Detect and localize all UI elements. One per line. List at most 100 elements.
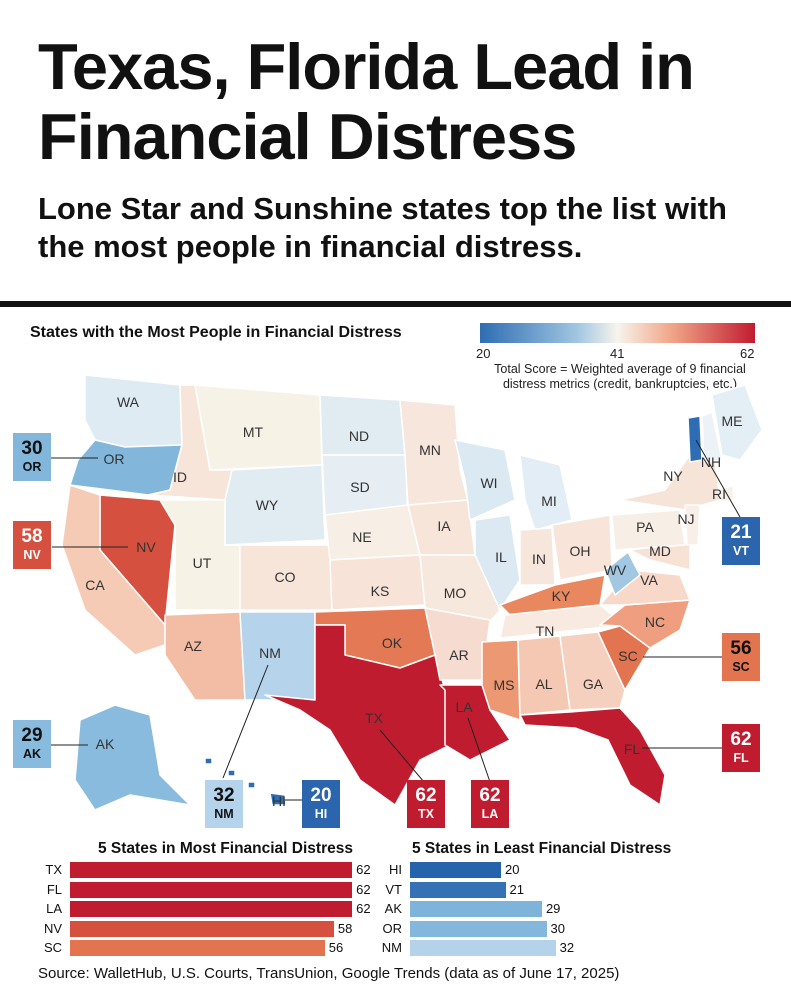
label-IL: IL bbox=[495, 549, 507, 565]
bar-category-label: AK bbox=[384, 901, 402, 916]
callout-AK-state: AK bbox=[22, 747, 42, 761]
callout-HI-score: 20 bbox=[310, 785, 332, 806]
bar-row: OR 30 bbox=[374, 920, 714, 937]
label-HI: HI bbox=[272, 793, 286, 809]
label-UT: UT bbox=[193, 555, 212, 571]
callout-HI: 20 HI bbox=[302, 780, 340, 828]
callout-TX-score: 62 bbox=[415, 785, 437, 806]
label-MN: MN bbox=[419, 442, 441, 458]
bar-value-label: 32 bbox=[559, 940, 575, 955]
label-WV: WV bbox=[604, 562, 627, 578]
label-ID: ID bbox=[173, 469, 187, 485]
bar-category-label: NM bbox=[381, 940, 402, 955]
label-IA: IA bbox=[437, 518, 451, 534]
bar-category-label: OR bbox=[382, 920, 403, 936]
legend-max-label: 62 bbox=[740, 346, 755, 361]
label-FL: FL bbox=[624, 741, 641, 757]
state-KY bbox=[499, 574, 606, 616]
leader-LA bbox=[467, 717, 491, 783]
label-AK: AK bbox=[96, 736, 115, 752]
bar-category-label: VT bbox=[385, 881, 402, 897]
legend-color-scale bbox=[480, 323, 755, 343]
bar bbox=[70, 940, 325, 956]
state-HI-small-2 bbox=[227, 769, 236, 777]
label-LA: LA bbox=[455, 699, 473, 715]
label-MI: MI bbox=[541, 493, 557, 509]
callout-VT: 21 VT bbox=[722, 517, 760, 565]
most-distress-bars-title: 5 States in Most Financial Distress bbox=[98, 840, 353, 857]
label-WI: WI bbox=[480, 475, 497, 491]
us-choropleth-map: WA OR ID MT ND MN SD WY NV UT CA CO NE K… bbox=[50, 374, 763, 811]
bar-category-label: NV bbox=[43, 920, 62, 936]
bar bbox=[410, 862, 501, 878]
bar bbox=[410, 920, 547, 937]
state-AZ bbox=[164, 611, 246, 701]
bar-row: FL 62 bbox=[34, 881, 374, 898]
state-NH bbox=[701, 411, 723, 463]
callout-VT-score: 21 bbox=[730, 522, 752, 543]
callout-OR: 30 OR bbox=[13, 433, 51, 481]
bar bbox=[410, 881, 506, 898]
state-WY bbox=[224, 464, 326, 546]
bar bbox=[70, 920, 334, 937]
least-distress-bars-title: 5 States in Least Financial Distress bbox=[412, 840, 672, 857]
label-OK: OK bbox=[382, 635, 403, 651]
label-NY: NY bbox=[663, 468, 683, 484]
label-VA: VA bbox=[640, 572, 658, 588]
bar-row: SC 56 bbox=[34, 940, 374, 956]
bar-row: VT 21 bbox=[374, 881, 714, 898]
state-IL bbox=[474, 514, 521, 611]
label-WY: WY bbox=[256, 497, 279, 513]
source-note: Source: WalletHub, U.S. Courts, TransUni… bbox=[38, 965, 620, 982]
label-MO: MO bbox=[444, 585, 467, 601]
leader-TX bbox=[379, 729, 425, 783]
bar-value-label: 20 bbox=[505, 862, 520, 877]
label-NC: NC bbox=[645, 614, 665, 630]
label-PA: PA bbox=[636, 519, 654, 535]
callout-NV-state: NV bbox=[23, 548, 41, 562]
callout-NV-score: 58 bbox=[21, 526, 43, 547]
leader-NM bbox=[222, 664, 269, 779]
label-AL: AL bbox=[535, 676, 552, 692]
label-OH: OH bbox=[570, 543, 591, 559]
leader-VT bbox=[695, 439, 741, 518]
bar-value-label: 21 bbox=[509, 881, 525, 897]
state-WV bbox=[604, 551, 641, 596]
label-KS: KS bbox=[371, 583, 390, 599]
state-MS bbox=[481, 639, 521, 721]
state-WA bbox=[84, 374, 183, 448]
label-NH: NH bbox=[701, 454, 721, 470]
state-ND bbox=[319, 394, 406, 456]
legend-min-label: 20 bbox=[476, 346, 491, 361]
bar-value-label: 62 bbox=[356, 862, 371, 877]
label-SD: SD bbox=[350, 479, 369, 495]
label-GA: GA bbox=[583, 676, 604, 692]
callout-SC-score: 56 bbox=[730, 638, 752, 659]
callout-FL: 62 FL bbox=[722, 724, 760, 772]
subheadline: Lone Star and Sunshine states top the li… bbox=[38, 191, 727, 264]
bar-value-label: 58 bbox=[337, 920, 353, 936]
bar-value-label: 29 bbox=[545, 901, 561, 916]
state-HI bbox=[269, 792, 287, 806]
bar bbox=[70, 862, 353, 878]
legend-note: Total Score = Weighted average of 9 fina… bbox=[494, 362, 746, 391]
state-AR bbox=[424, 607, 491, 681]
label-TN: TN bbox=[536, 623, 555, 639]
bar-value-label: 62 bbox=[356, 901, 371, 916]
callout-NM: 32 NM bbox=[205, 780, 243, 828]
label-NM: NM bbox=[259, 645, 281, 661]
bar-value-label: 56 bbox=[328, 940, 344, 955]
label-AZ: AZ bbox=[184, 638, 202, 654]
label-SC: SC bbox=[618, 648, 637, 664]
bar-row: NM 32 bbox=[374, 940, 714, 956]
state-HI-small bbox=[204, 757, 213, 765]
bar bbox=[410, 901, 542, 917]
state-MO bbox=[419, 554, 501, 623]
bar bbox=[70, 881, 353, 898]
state-AK bbox=[74, 704, 191, 811]
state-NJ bbox=[684, 504, 701, 546]
callout-OR-score: 30 bbox=[21, 438, 43, 459]
state-VT bbox=[687, 415, 703, 463]
callout-VT-state: VT bbox=[733, 544, 749, 558]
bar-category-label: FL bbox=[46, 881, 62, 897]
